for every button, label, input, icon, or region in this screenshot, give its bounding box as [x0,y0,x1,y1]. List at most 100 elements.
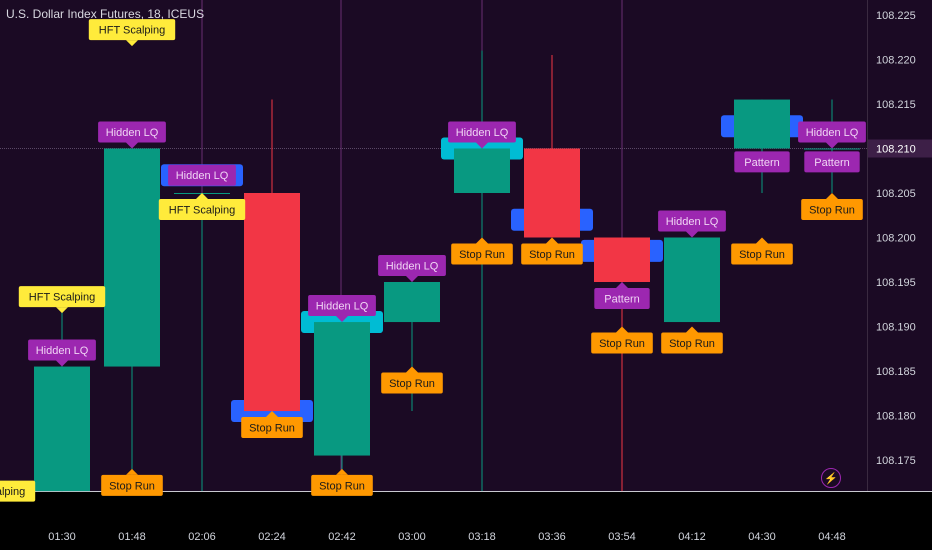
annotation-text: HFT Scalping [0,486,25,498]
annotation-box [308,295,376,317]
annotation-text: Hidden LQ [176,170,229,182]
y-tick-label: 108.220 [876,55,916,67]
annotation-text: Pattern [604,294,639,306]
annotation-box [378,255,446,276]
annotation-pointer [126,142,138,149]
price-axis-background [867,0,932,491]
candle[interactable] [104,148,160,492]
candle[interactable] [454,50,510,492]
candle-body [734,99,790,149]
annotation-text: Stop Run [739,249,785,261]
annotation-text: Stop Run [599,338,645,350]
annotation-label[interactable]: Hidden LQ [798,121,866,149]
annotation-label[interactable]: Stop Run [451,237,513,265]
annotation-label[interactable]: Hidden LQ [28,339,96,367]
annotation-pointer [406,366,418,373]
annotation-box [168,164,236,186]
annotation-label[interactable]: Hidden LQ [658,210,726,238]
annotation-box [448,121,516,143]
y-tick-label: 108.175 [876,455,916,467]
annotation-text: Hidden LQ [386,261,439,273]
annotation-pointer [266,411,278,418]
candle[interactable] [524,55,580,238]
annotation-label[interactable]: Pattern [734,151,790,173]
annotation-box [658,210,726,232]
time-axis-background [0,491,932,550]
annotation-label[interactable]: Stop Run [801,193,863,220]
annotation-box [661,332,723,354]
annotation-pointer [826,142,838,149]
candle-body [244,193,300,412]
x-tick-label: 02:24 [258,531,286,543]
annotation-label[interactable]: Hidden LQ [98,121,166,149]
annotation-pointer [336,316,348,323]
annotation-label[interactable]: HFT Scalping [158,193,246,220]
annotation-pointer [476,237,488,244]
candle[interactable] [734,99,790,193]
y-tick-label: 108.215 [876,99,916,111]
x-tick-label: 01:48 [118,531,146,543]
annotation-text: Hidden LQ [316,301,369,313]
candle[interactable] [34,290,90,492]
annotation-label[interactable]: Hidden LQ [308,295,376,323]
annotation-text: Stop Run [459,249,505,261]
annotation-text: Hidden LQ [456,127,509,139]
annotation-label[interactable]: Pattern [594,282,650,309]
annotation-label[interactable]: Stop Run [521,237,583,265]
annotation-label[interactable]: HFT Scalping [0,480,36,502]
candle[interactable] [594,237,650,492]
candle-body [804,148,860,150]
candle-body [454,148,510,193]
annotation-text: Stop Run [529,249,575,261]
chart-title: U.S. Dollar Index Futures, 18, ICEUS [6,7,205,21]
x-tick-label: 04:48 [818,531,846,543]
annotation-box [158,199,246,220]
current-price-text: 108.210 [876,144,916,156]
annotation-box [804,151,860,173]
annotation-text: Pattern [814,157,849,169]
annotation-label[interactable]: Stop Run [731,237,793,265]
candle-body [524,148,580,238]
annotation-label[interactable]: Stop Run [661,326,723,354]
annotation-box [591,332,653,354]
annotation-label[interactable]: Hidden LQ [168,164,236,186]
y-tick-label: 108.190 [876,322,916,334]
annotation-label[interactable]: Stop Run [591,326,653,354]
candle[interactable] [384,277,440,412]
annotation-text: HFT Scalping [169,205,235,217]
annotation-text: Hidden LQ [666,216,719,228]
candle[interactable] [314,322,370,492]
y-tick-label: 108.225 [876,10,916,22]
candle-body [664,237,720,323]
annotation-label[interactable]: HFT Scalping [88,19,176,47]
annotation-pointer [336,468,348,475]
annotation-text: Stop Run [109,480,155,492]
annotation-label[interactable]: Stop Run [381,366,443,394]
annotation-pointer [406,276,418,282]
candle-body [314,322,370,456]
annotation-pointer [826,193,838,199]
annotation-label[interactable]: Stop Run [241,411,303,439]
y-tick-label: 108.205 [876,188,916,200]
annotation-label[interactable]: HFT Scalping [18,286,106,314]
y-tick-label: 108.195 [876,277,916,289]
candle[interactable] [244,99,300,412]
annotation-label[interactable]: Stop Run [311,468,373,496]
annotation-label[interactable]: Hidden LQ [448,121,516,149]
annotation-text: Stop Run [669,338,715,350]
annotation-box [88,19,176,41]
annotation-box [28,339,96,361]
annotation-pointer [616,282,628,288]
annotation-pointer [196,193,208,199]
candle[interactable] [664,237,720,323]
x-tick-label: 02:42 [328,531,356,543]
x-tick-label: 03:00 [398,531,426,543]
lightning-bolt-icon[interactable]: ⚡ [821,468,841,488]
annotation-label[interactable]: Stop Run [101,468,163,496]
annotation-label[interactable]: Pattern [804,151,860,173]
annotation-label[interactable]: Hidden LQ [378,255,446,282]
annotation-box [101,474,163,496]
annotation-text: Stop Run [249,423,295,435]
